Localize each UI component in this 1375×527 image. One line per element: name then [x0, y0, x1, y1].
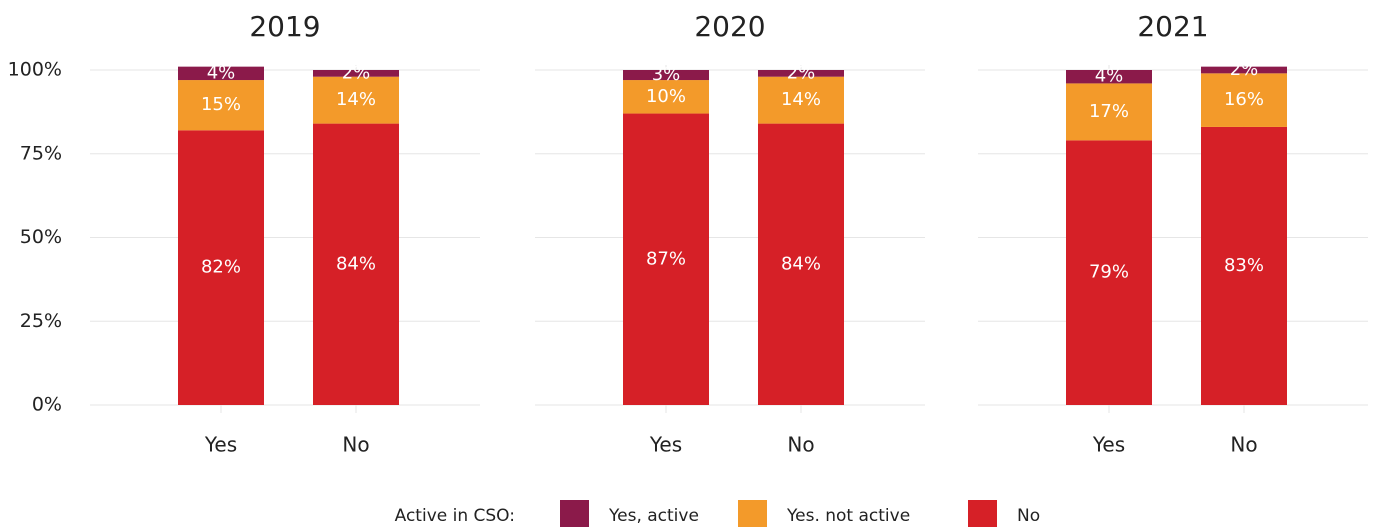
bar-segment [1201, 126, 1287, 405]
value-label: 14% [336, 89, 376, 110]
panel-title: 2019 [249, 10, 320, 43]
bar-segment [758, 76, 844, 124]
bar-segment [178, 80, 264, 131]
panel-title: 2020 [694, 10, 765, 43]
value-label: 84% [781, 253, 821, 274]
bar-segment [623, 80, 709, 114]
value-label: 14% [781, 89, 821, 110]
bar-segment [313, 70, 399, 77]
y-tick-label: 100% [8, 59, 62, 81]
value-label: 15% [201, 94, 241, 115]
value-label: 82% [201, 257, 241, 278]
bar-segment [1201, 66, 1287, 74]
x-tick-label: Yes [204, 433, 237, 457]
bar-segment [758, 123, 844, 405]
value-label: 16% [1224, 89, 1264, 110]
y-tick-label: 75% [20, 142, 62, 164]
x-tick-label: No [787, 433, 814, 457]
panel-title: 2021 [1137, 10, 1208, 43]
x-tick-label: Yes [649, 433, 682, 457]
x-tick-label: No [342, 433, 369, 457]
value-label: 83% [1224, 255, 1264, 276]
legend-swatch [738, 500, 767, 527]
legend-label: Yes, active [608, 506, 699, 526]
value-label: 10% [646, 86, 686, 107]
bar-segment [1066, 70, 1152, 84]
legend-swatch [968, 500, 997, 527]
bar-segment [178, 66, 264, 81]
bar-segment [1066, 140, 1152, 405]
bar-segment [313, 76, 399, 124]
legend-title: Active in CSO: [395, 506, 515, 526]
value-label: 4% [1095, 66, 1124, 87]
x-tick-label: Yes [1092, 433, 1125, 457]
bar-segment [1066, 83, 1152, 141]
value-label: 2% [1230, 59, 1259, 80]
value-label: 3% [652, 64, 681, 85]
value-label: 2% [787, 62, 816, 83]
bar-segment [178, 130, 264, 406]
value-label: 79% [1089, 262, 1129, 283]
legend-label: Yes. not active [786, 506, 910, 526]
value-label: 2% [342, 62, 371, 83]
bar-segment [1201, 73, 1287, 127]
x-tick-label: No [1230, 433, 1257, 457]
bar-segment [623, 70, 709, 81]
y-tick-label: 25% [20, 310, 62, 332]
y-tick-label: 50% [20, 226, 62, 248]
bar-segment [623, 113, 709, 406]
value-label: 4% [207, 62, 236, 83]
bar-segment [313, 123, 399, 405]
legend-swatch [560, 500, 589, 527]
legend-label: No [1017, 506, 1040, 526]
value-label: 87% [646, 248, 686, 269]
value-label: 84% [336, 253, 376, 274]
bar-segment [758, 70, 844, 77]
y-tick-label: 0% [32, 394, 62, 416]
value-label: 17% [1089, 101, 1129, 122]
